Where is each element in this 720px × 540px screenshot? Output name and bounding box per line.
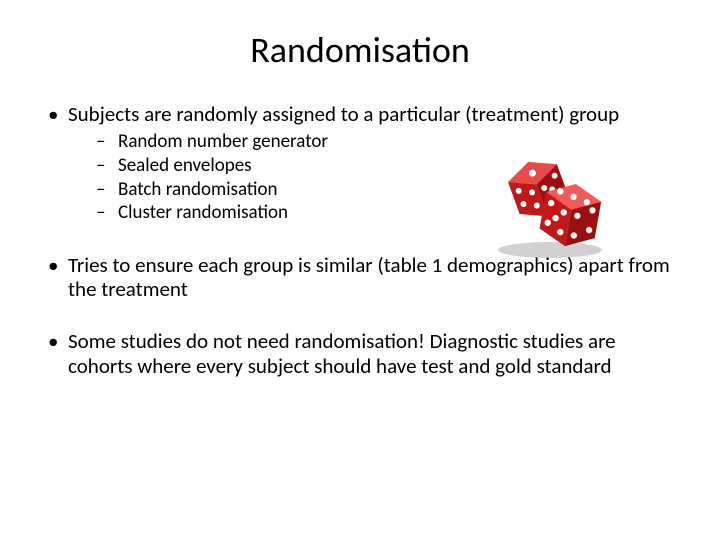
sub-bullet-text: Batch randomisation — [118, 178, 278, 201]
bullet-text: Subjects are randomly assigned to a part… — [68, 101, 619, 127]
sub-bullet-text: Random number generator — [118, 130, 328, 153]
sub-bullet-text: Cluster randomisation — [118, 201, 288, 224]
dice-image — [480, 150, 620, 260]
bullet-item: Some studies do not need randomisation! … — [40, 329, 680, 377]
sub-bullet-text: Sealed envelopes — [118, 154, 252, 177]
slide: Randomisation Subjects are randomly assi… — [0, 0, 720, 540]
page-title: Randomisation — [40, 28, 680, 72]
bullet-text: Some studies do not need randomisation! … — [68, 328, 616, 378]
bullet-item: Tries to ensure each group is similar (t… — [40, 253, 680, 301]
